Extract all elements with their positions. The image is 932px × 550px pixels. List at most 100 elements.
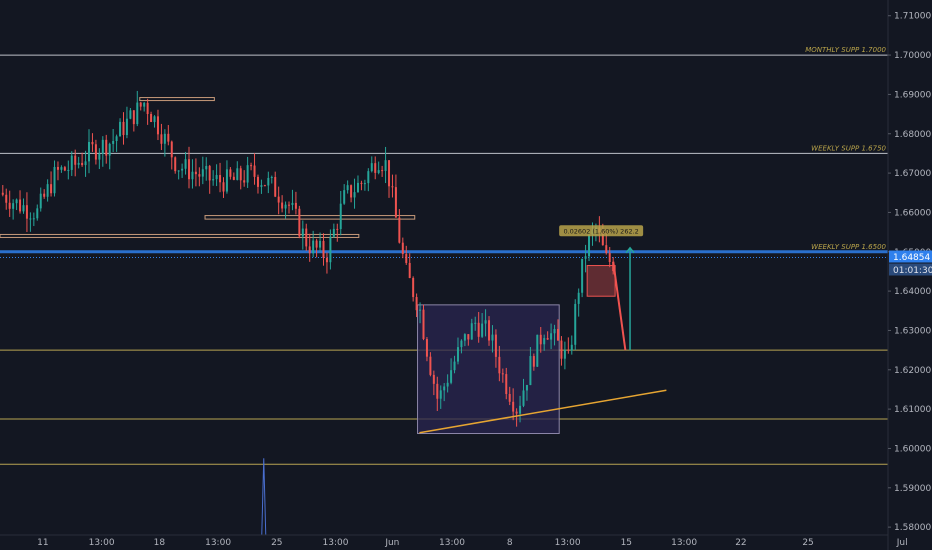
- candle-up: [205, 165, 208, 170]
- candle-down: [250, 165, 253, 167]
- candle-down: [5, 194, 8, 203]
- candle-up: [543, 338, 546, 345]
- candle-up: [163, 133, 166, 144]
- candle-down: [415, 297, 418, 311]
- candle-down: [391, 186, 394, 188]
- candle-down: [315, 240, 318, 248]
- candle-up: [153, 116, 156, 123]
- candle-up: [84, 161, 87, 166]
- candle-up: [267, 177, 270, 186]
- candle-down: [229, 169, 232, 177]
- y-tick-label: 1.61000: [894, 405, 931, 415]
- candle-down: [488, 320, 491, 341]
- price-tag-text: 1.64854: [893, 253, 930, 263]
- candle-down: [546, 338, 549, 340]
- y-tick-label: 1.68000: [894, 130, 931, 140]
- x-tick-label: 13:00: [439, 538, 465, 548]
- candle-down: [322, 240, 325, 258]
- candle-up: [474, 322, 477, 324]
- level-label: WEEKLY SUPP 1.6500: [811, 243, 886, 251]
- candle-up: [339, 203, 342, 230]
- candle-up: [108, 143, 111, 156]
- candle-up: [112, 140, 115, 144]
- candle-up: [67, 169, 70, 171]
- candle-up: [453, 361, 456, 371]
- candle-down: [139, 102, 142, 107]
- candle-up: [446, 382, 449, 387]
- candle-down: [174, 157, 177, 172]
- candle-up: [236, 168, 239, 180]
- candle-up: [22, 205, 25, 212]
- candle-up: [481, 323, 484, 337]
- candle-down: [256, 176, 259, 187]
- candle-down: [412, 278, 415, 298]
- candle-down: [388, 160, 391, 187]
- candle-up: [463, 334, 466, 341]
- candle-down: [360, 182, 363, 184]
- candle-down: [425, 339, 428, 357]
- x-tick-label: 11: [37, 538, 48, 548]
- x-tick-label: 25: [271, 538, 282, 548]
- level-label: WEEKLY SUPP 1.6750: [811, 144, 886, 152]
- candle-down: [560, 340, 563, 359]
- candle-down: [467, 334, 470, 340]
- countdown-text: 01:01:30: [893, 266, 932, 276]
- volume-spike: [261, 458, 267, 536]
- candle-down: [505, 374, 508, 395]
- candle-down: [422, 309, 425, 340]
- candle-up: [29, 218, 32, 220]
- candle-up: [88, 141, 91, 162]
- candle-down: [146, 102, 149, 114]
- drawings-layer: 0.02602 (1.60%) 262.2: [261, 225, 667, 536]
- projection-box: [586, 265, 616, 297]
- candle-up: [581, 258, 584, 293]
- candle-up: [574, 303, 577, 345]
- candle-down: [288, 204, 291, 206]
- candle-down: [401, 242, 404, 255]
- candle-up: [588, 234, 591, 257]
- candle-down: [408, 262, 411, 279]
- candle-up: [519, 405, 522, 414]
- candle-down: [298, 208, 301, 237]
- x-tick-label: 15: [621, 538, 632, 548]
- y-tick-label: 1.60000: [894, 444, 931, 454]
- countdown-bg: [889, 263, 932, 276]
- candle-down: [50, 184, 53, 194]
- candle-up: [439, 390, 442, 399]
- candle-down: [556, 329, 559, 341]
- projection-down-line: [612, 261, 627, 351]
- candle-down: [74, 155, 77, 165]
- x-tick-label: 13:00: [205, 538, 231, 548]
- candle-down: [305, 228, 308, 247]
- candle-down: [601, 232, 604, 246]
- candle-up: [419, 309, 422, 311]
- candle-down: [170, 141, 173, 158]
- candle-down: [374, 163, 377, 173]
- candle-down: [281, 202, 284, 209]
- candle-down: [294, 202, 297, 209]
- candle-up: [484, 320, 487, 324]
- candle-up: [129, 110, 132, 119]
- candle-up: [570, 344, 573, 351]
- candle-up: [377, 170, 380, 173]
- candle-up: [370, 163, 373, 172]
- candle-up: [246, 165, 249, 183]
- candle-up: [470, 323, 473, 340]
- candle-up: [184, 159, 187, 169]
- candle-up: [536, 334, 539, 367]
- candle-down: [274, 177, 277, 197]
- candle-up: [332, 228, 335, 237]
- candle-down: [122, 121, 125, 136]
- y-tick-label: 1.67000: [894, 169, 931, 179]
- candle-down: [167, 133, 170, 142]
- candle-down: [429, 356, 432, 375]
- x-tick-label: Jun: [384, 538, 399, 548]
- candle-up: [356, 182, 359, 193]
- candle-down: [232, 176, 235, 180]
- candle-down: [43, 193, 46, 197]
- candle-down: [394, 187, 397, 218]
- candle-down: [208, 165, 211, 181]
